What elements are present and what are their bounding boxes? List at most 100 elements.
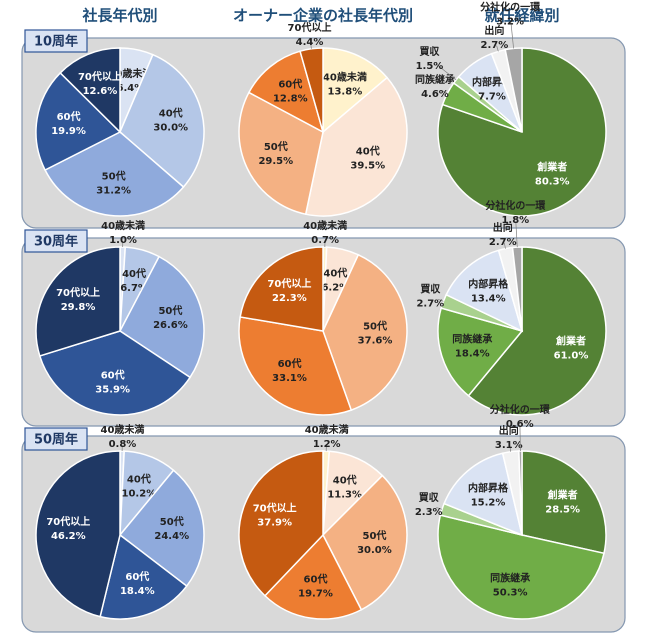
pie-slice <box>247 50 325 134</box>
column-title: オーナー企業の社長年代別 <box>233 7 413 25</box>
slice-value: 28.5% <box>545 504 580 515</box>
slice-value: 30.0% <box>153 122 188 133</box>
slice-value: 61.0% <box>554 351 589 362</box>
leader-line <box>510 22 514 49</box>
row-label: 30周年 <box>34 234 78 250</box>
slice-value: 2.7% <box>480 40 508 51</box>
slice-label: 60代 <box>125 570 149 583</box>
slice-value: 18.4% <box>120 586 155 597</box>
slice-value: 30.0% <box>357 545 392 556</box>
row-label: 50周年 <box>34 432 78 448</box>
slice-value: 18.4% <box>455 348 490 359</box>
pie-slice <box>299 47 324 133</box>
slice-label: 分社化の一環 <box>485 199 546 212</box>
slice-label: 60代 <box>57 110 81 123</box>
slice-value: 13.8% <box>328 87 363 98</box>
pie-slice <box>35 71 122 171</box>
pie-slice <box>239 246 324 332</box>
row-tab <box>24 229 88 253</box>
slice-label: 創業者 <box>555 335 586 348</box>
slice-label: 40歳未満 <box>305 423 349 436</box>
slice-label: 60代 <box>278 357 302 370</box>
slice-value: 4.4% <box>296 37 324 48</box>
pie-slice <box>238 91 324 216</box>
slice-label: 60代 <box>304 573 328 586</box>
leader-line <box>503 242 506 249</box>
column-title: 就任経緯別 <box>484 7 559 25</box>
pie-slice <box>38 330 192 416</box>
slice-value: 11.3% <box>327 490 362 501</box>
pie-slice <box>119 53 205 189</box>
slice-value: 0.7% <box>311 235 339 246</box>
slice-value: 6.2% <box>321 282 349 293</box>
slice-value: 35.9% <box>95 385 130 396</box>
slice-value: 1.5% <box>416 61 444 72</box>
slice-label: 40歳未満 <box>101 219 145 232</box>
slice-value: 19.7% <box>298 589 333 600</box>
slice-value: 2.3% <box>415 507 443 518</box>
slice-label: 出向 <box>484 24 504 37</box>
slice-value: 80.3% <box>535 176 570 187</box>
slice-label: 70代以上 <box>46 515 90 528</box>
slice-label: 買収 <box>420 283 441 295</box>
slice-value: 37.6% <box>358 335 393 346</box>
pie-slice <box>443 452 524 537</box>
pie-slice <box>322 474 408 611</box>
slice-value: 50.3% <box>493 588 528 599</box>
slice-label: 50代 <box>362 529 386 542</box>
slice-value: 1.2% <box>313 439 341 450</box>
slice-label: 分社化の一環 <box>490 403 551 416</box>
slice-label: 40代 <box>122 267 146 280</box>
row-label: 10周年 <box>34 34 78 50</box>
leader-line <box>441 90 448 94</box>
pie-slice <box>445 249 524 333</box>
slice-label: 60代 <box>101 369 125 382</box>
pie-slice <box>238 316 353 416</box>
slice-label: 創業者 <box>536 160 567 173</box>
slice-label: 内部昇格 <box>468 277 509 290</box>
slice-label: 同族継承 <box>415 73 455 86</box>
slice-label: 40代 <box>127 472 151 485</box>
slice-value: 24.4% <box>154 531 189 542</box>
slice-label: 50代 <box>102 170 126 183</box>
slice-label: 70代以上 <box>267 277 311 290</box>
pie-slice <box>35 246 121 357</box>
slice-value: 33.1% <box>272 373 307 384</box>
slice-value: 19.9% <box>51 126 86 137</box>
leader-line <box>509 445 512 452</box>
row-tab <box>24 29 88 53</box>
slice-label: 買収 <box>419 46 440 58</box>
slice-value: 6.7% <box>120 283 148 294</box>
leader-line <box>515 221 518 248</box>
slice-label: 50代 <box>264 140 288 153</box>
pie-slice <box>35 450 121 618</box>
slice-value: 6.4% <box>117 83 145 94</box>
pie-slice <box>304 76 408 217</box>
slice-value: 13.4% <box>471 293 506 304</box>
slice-value: 3.2% <box>496 17 524 28</box>
pie-slice <box>119 255 205 379</box>
slice-label: 70代以上 <box>56 286 100 299</box>
slice-label: 40代 <box>333 474 357 487</box>
slice-label: 出向 <box>493 221 513 234</box>
slice-label: 出向 <box>499 424 519 437</box>
pie-slice <box>263 533 363 620</box>
slice-label: 70代以上 <box>288 21 332 34</box>
slice-value: 22.3% <box>272 293 307 304</box>
slice-value: 0.6% <box>506 419 534 430</box>
slice-label: 40代 <box>159 106 183 119</box>
column-title: 社長年代別 <box>81 7 157 25</box>
pie-slice <box>238 450 324 597</box>
leader-line <box>437 298 444 302</box>
leader-line <box>435 63 457 81</box>
pie-slice <box>437 514 605 620</box>
pie-slice <box>518 450 523 536</box>
pie-slice <box>59 47 121 134</box>
slice-label: 40歳未満 <box>101 423 145 436</box>
pie-slice <box>99 533 188 620</box>
slice-value: 2.7% <box>489 237 517 248</box>
leader-line <box>310 42 312 49</box>
slice-label: 同族継承 <box>490 572 530 585</box>
pie-slice <box>322 47 389 134</box>
